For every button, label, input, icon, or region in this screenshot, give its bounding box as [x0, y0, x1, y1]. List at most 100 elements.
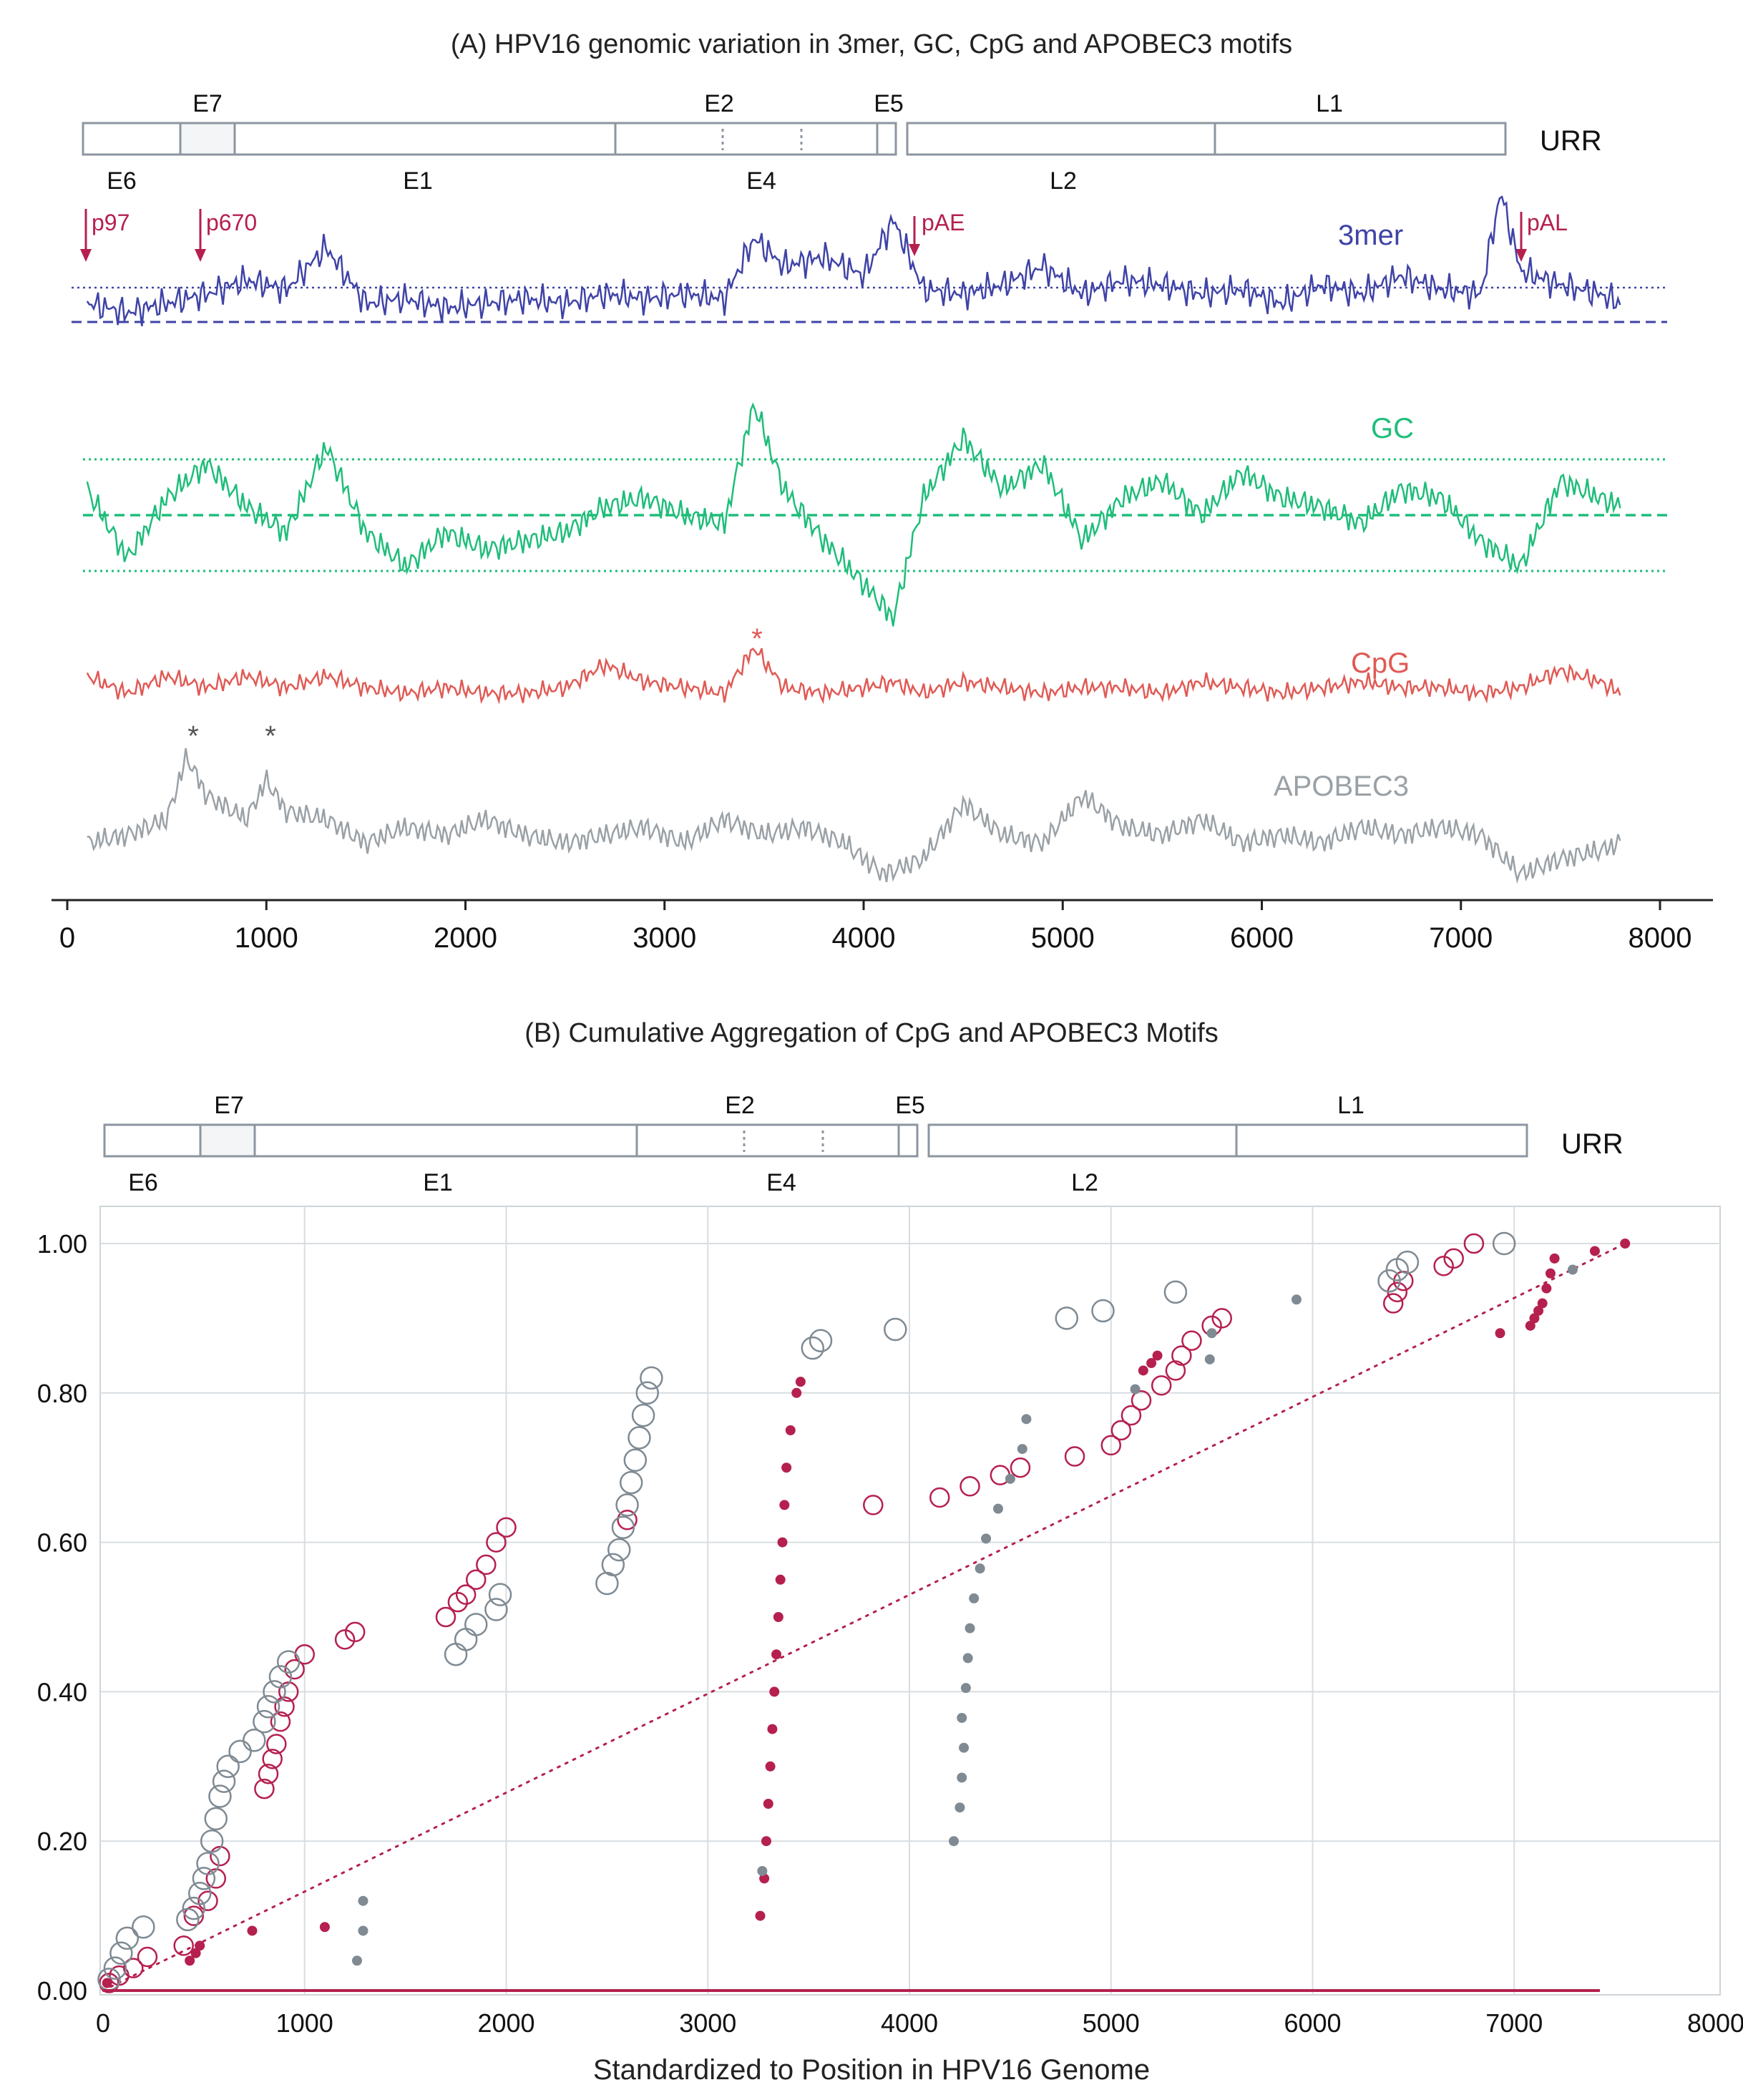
point-apobec3-filled	[959, 1742, 970, 1753]
expected-uniform-line	[102, 1242, 1626, 1992]
promoter-label-pal: pAL	[1527, 210, 1568, 235]
point-cpg-open	[258, 1763, 279, 1784]
point-apobec3-filled	[981, 1533, 992, 1544]
point-cpg-filled	[1541, 1283, 1552, 1294]
point-apobec3-filled	[358, 1925, 368, 1936]
point-apobec3-filled	[975, 1563, 985, 1574]
x-tick-label-a: 6000	[1230, 922, 1294, 954]
gene-label-e4-b: E4	[766, 1169, 796, 1196]
point-apobec3-filled	[1567, 1264, 1578, 1275]
x-tick-label-a: 8000	[1629, 922, 1692, 954]
point-apobec3-filled	[1204, 1354, 1215, 1364]
gene-label-e5-a: E5	[874, 90, 904, 117]
point-apobec3-open	[1395, 1250, 1420, 1274]
scatter-tick-labels: 0 1000 2000 3000 4000 5000 6000 7000 8000 0.00 0.2…	[37, 1229, 1743, 2038]
cpg-peak-star: *	[751, 623, 763, 655]
point-cpg-open	[344, 1621, 366, 1643]
point-apobec3-open	[484, 1598, 508, 1621]
point-apobec3-filled	[948, 1836, 959, 1847]
x-axis-a: 0 1000 2000 3000 4000 5000 6000 7000 8000	[52, 899, 1713, 954]
gene-label-e1-b: E1	[423, 1169, 453, 1196]
point-cpg-open	[210, 1845, 230, 1867]
point-cpg-filled	[185, 1955, 195, 1966]
x-tick-label-a: 4000	[832, 922, 896, 954]
gene-label-e6-a: E6	[107, 167, 137, 195]
point-cpg-open	[1443, 1248, 1464, 1269]
point-apobec3-open	[1055, 1307, 1079, 1330]
gene-label-e2-b: E2	[725, 1092, 755, 1119]
track-line-apobec3	[87, 748, 1621, 884]
track-label-3mer: 3mer	[1338, 220, 1403, 251]
point-cpg-filled	[1589, 1246, 1600, 1256]
point-apobec3-filled	[1206, 1328, 1217, 1339]
promoter-markers	[80, 209, 1527, 262]
point-cpg-open	[270, 1711, 291, 1732]
scatter-x-axis-label: Standardized to Position in HPV16 Genome	[593, 2054, 1150, 2086]
e7-segment-a	[179, 122, 236, 156]
point-apobec3-open	[192, 1867, 216, 1890]
point-cpg-open	[1100, 1435, 1121, 1456]
point-cpg-filled	[1529, 1313, 1540, 1324]
point-cpg-filled-cluster-e4	[771, 1649, 782, 1660]
y-tick-label-b: 0.80	[37, 1379, 87, 1408]
promoter-label-pae: pAE	[922, 210, 965, 235]
promoter-label-p97: p97	[92, 210, 130, 235]
point-apobec3-open	[611, 1515, 635, 1539]
point-apobec3-open	[640, 1366, 663, 1390]
point-cpg-open	[1382, 1293, 1404, 1314]
point-apobec3-filled	[1017, 1444, 1027, 1455]
gene-label-l2-b: L2	[1071, 1169, 1098, 1196]
y-tick-label-b: 1.00	[37, 1229, 87, 1259]
point-apobec3-open	[635, 1381, 659, 1405]
point-cpg-filled	[1152, 1350, 1163, 1361]
panel-a-title: (A) HPV16 genomic variation in 3mer, GC,…	[451, 29, 1292, 59]
promoter-arrowhead-p97	[80, 249, 92, 262]
x-tick-label-b: 8000	[1687, 2008, 1743, 2038]
point-cpg-filled-cluster-e4	[795, 1377, 806, 1387]
point-cpg-open	[496, 1517, 517, 1538]
point-apobec3-open	[601, 1553, 625, 1577]
point-cpg-open	[863, 1495, 884, 1515]
point-apobec3-open	[132, 1915, 155, 1939]
point-cpg-filled-cluster-e4	[791, 1387, 802, 1398]
point-apobec3-open	[607, 1538, 631, 1562]
point-cpg-filled-cluster-e4	[777, 1537, 788, 1548]
point-apobec3-open	[109, 1941, 133, 1965]
gene-label-l1-a: L1	[1316, 90, 1343, 117]
x-ticks-a: 0 1000 2000 3000 4000 5000 6000 7000 8000	[59, 900, 1692, 954]
point-cpg-open	[1010, 1457, 1031, 1478]
x-tick-label-a: 2000	[434, 922, 497, 954]
point-cpg-open	[1131, 1390, 1152, 1411]
point-apobec3-open	[103, 1956, 127, 1980]
point-cpg-filled-cluster-e4	[769, 1686, 780, 1697]
track-line-gc	[86, 402, 1621, 627]
promoter-arrowhead-pal	[1515, 249, 1527, 262]
gene-label-e7-a: E7	[192, 90, 223, 117]
point-cpg-open	[262, 1749, 283, 1769]
promoter-label-p670: p670	[206, 210, 257, 235]
apobec-peak-star-2: *	[265, 721, 276, 752]
point-cpg-open	[205, 1868, 227, 1889]
x-tick-label-a: 0	[59, 922, 75, 954]
point-apobec3-filled	[992, 1503, 1003, 1514]
point-apobec3-open	[216, 1754, 240, 1779]
point-apobec3-open	[115, 1926, 140, 1950]
genome-map-a	[82, 122, 1507, 156]
genome-map-b	[103, 1123, 1528, 1158]
point-apobec3-open	[801, 1336, 825, 1360]
point-cpg-filled-cluster-e4	[763, 1799, 773, 1809]
scatter-grid	[100, 1206, 1720, 1995]
point-apobec3-filled	[957, 1712, 967, 1723]
point-cpg-filled	[247, 1925, 258, 1936]
track-line-3mer	[86, 195, 1621, 326]
point-cpg-filled-cluster-e4	[779, 1500, 790, 1510]
point-apobec3-open	[884, 1317, 907, 1342]
point-apobec3-open	[200, 1829, 224, 1853]
point-cpg-open	[1463, 1233, 1485, 1254]
point-apobec3-filled	[965, 1623, 975, 1633]
y-tick-label-b: 0.20	[37, 1827, 87, 1856]
gene-label-e5-b: E5	[895, 1092, 925, 1119]
point-cpg-filled	[1620, 1239, 1631, 1249]
point-apobec3-open	[268, 1665, 293, 1689]
point-apobec3-open	[623, 1448, 648, 1473]
